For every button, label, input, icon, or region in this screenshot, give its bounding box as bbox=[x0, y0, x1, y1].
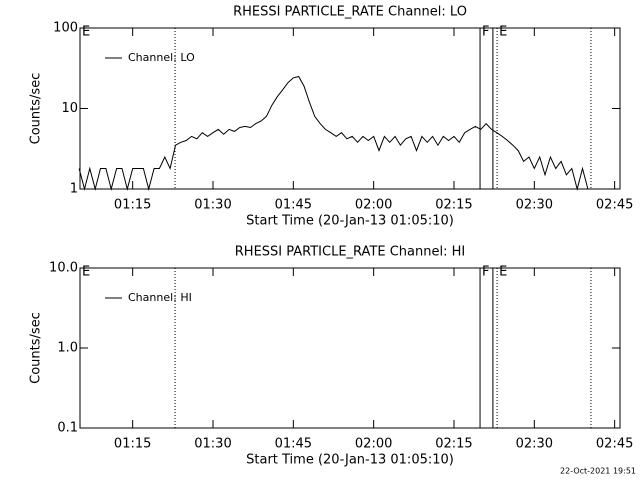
plot-frame bbox=[79, 27, 621, 190]
x-tick-label: 01:45 bbox=[275, 198, 312, 213]
flag-label: F bbox=[482, 265, 489, 280]
legend-label: Channel: HI bbox=[128, 291, 192, 304]
x-tick-label: 02:00 bbox=[355, 198, 392, 213]
chart-title: RHESSI PARTICLE_RATE Channel: LO bbox=[233, 5, 467, 20]
x-tick-label: 02:30 bbox=[516, 437, 553, 452]
y-axis-label: Counts/sec bbox=[29, 73, 44, 145]
legend-label: Channel: LO bbox=[128, 51, 195, 64]
chart-title: RHESSI PARTICLE_RATE Channel: HI bbox=[235, 245, 465, 260]
flag-label: E bbox=[82, 25, 90, 40]
x-tick-label: 02:45 bbox=[596, 437, 633, 452]
y-tick-label: 0.1 bbox=[57, 421, 78, 436]
y-tick-label: 10.0 bbox=[49, 261, 78, 276]
flag-label: E bbox=[82, 265, 90, 280]
flag-label: E bbox=[499, 25, 507, 40]
x-tick-label: 01:15 bbox=[114, 437, 151, 452]
y-axis-label: Counts/sec bbox=[29, 312, 44, 384]
x-tick-label: 01:30 bbox=[194, 437, 231, 452]
x-tick-label: 02:45 bbox=[596, 198, 633, 213]
flag-label: F bbox=[482, 25, 489, 40]
x-axis-label: Start Time (20-Jan-13 01:05:10) bbox=[246, 214, 454, 229]
flag-label: E bbox=[499, 265, 507, 280]
y-tick-label: 1 bbox=[70, 182, 78, 197]
plot-frame bbox=[79, 267, 621, 429]
x-tick-label: 02:15 bbox=[435, 437, 472, 452]
x-tick-label: 01:15 bbox=[114, 198, 151, 213]
data-line bbox=[78, 75, 589, 191]
x-tick-label: 02:30 bbox=[516, 198, 553, 213]
x-axis-label: Start Time (20-Jan-13 01:05:10) bbox=[246, 453, 454, 468]
y-tick-label: 10 bbox=[61, 101, 78, 116]
x-tick-label: 01:30 bbox=[194, 198, 231, 213]
timestamp: 22-Oct-2021 19:51 bbox=[560, 467, 636, 476]
x-tick-label: 02:15 bbox=[435, 198, 472, 213]
x-tick-label: 01:45 bbox=[275, 437, 312, 452]
y-tick-label: 1.0 bbox=[57, 341, 78, 356]
x-tick-label: 02:00 bbox=[355, 437, 392, 452]
y-tick-label: 100 bbox=[53, 21, 78, 36]
